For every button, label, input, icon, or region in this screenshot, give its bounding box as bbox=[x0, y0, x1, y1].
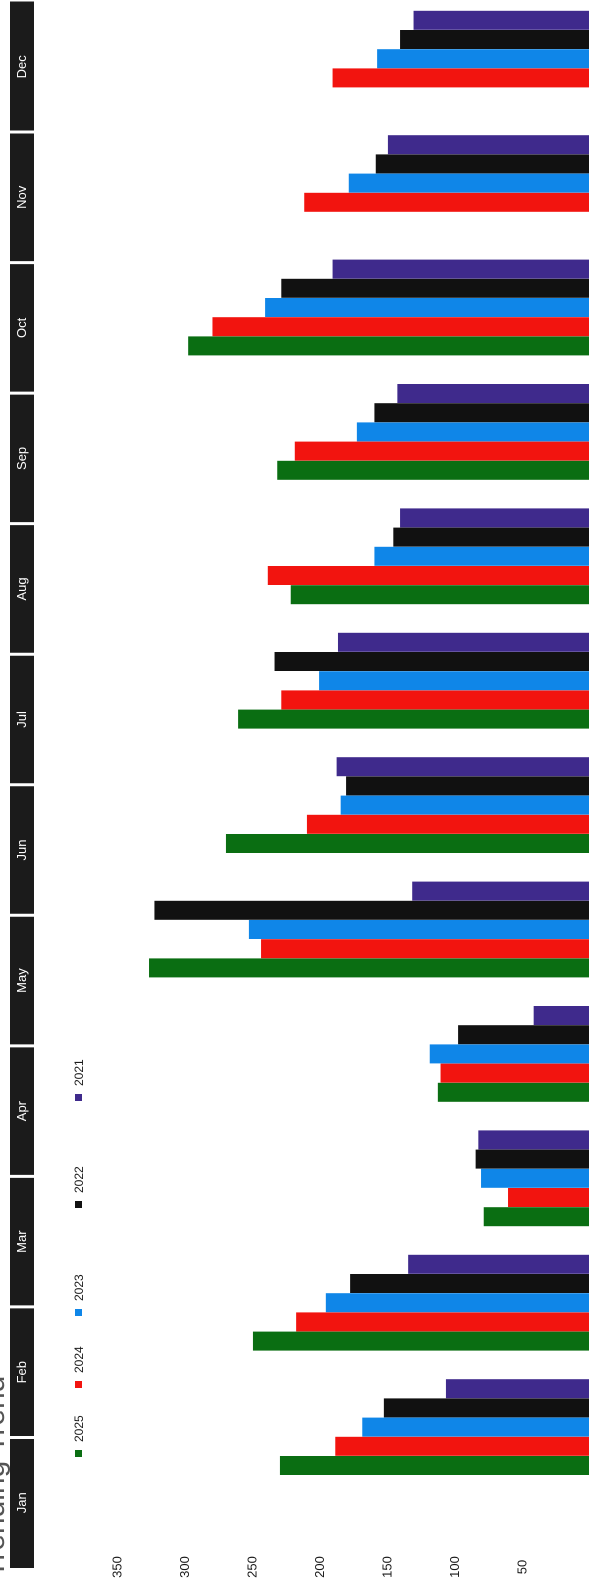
bar-sep-2021 bbox=[397, 384, 589, 403]
bar-mar-2021 bbox=[478, 1130, 589, 1150]
bar-nov-2023 bbox=[348, 173, 589, 193]
bar-apr-2024 bbox=[440, 1063, 589, 1083]
legend-item-2022: 2022 bbox=[72, 1166, 86, 1208]
bar-aug-2025 bbox=[290, 585, 589, 605]
legend-item-2024: 2024 bbox=[72, 1346, 86, 1388]
bar-may-2022 bbox=[154, 900, 589, 920]
month-header: Jan Feb Mar Apr May Jun Jul Aug Sep Oct Nov Dec bbox=[10, 1, 34, 1568]
value-tick-150: 150 bbox=[380, 1556, 395, 1578]
bar-aug-2023 bbox=[374, 546, 589, 566]
bar-feb-2024 bbox=[296, 1312, 589, 1332]
value-tick-100: 100 bbox=[447, 1556, 462, 1578]
month-label-jan: Jan bbox=[14, 1492, 29, 1513]
bar-feb-2023 bbox=[325, 1293, 589, 1313]
month-label-oct: Oct bbox=[14, 317, 29, 338]
bar-jun-2023 bbox=[340, 795, 589, 815]
bar-jul-2022 bbox=[274, 652, 589, 671]
bar-oct-2022 bbox=[281, 278, 589, 298]
bar-dec-2023 bbox=[377, 49, 589, 69]
bar-sep-2022 bbox=[374, 403, 589, 423]
month-label-may: May bbox=[14, 968, 29, 993]
bar-jun-2025 bbox=[225, 834, 590, 853]
bar-dec-2022 bbox=[400, 30, 589, 49]
legend-item-2023: 2023 bbox=[72, 1274, 86, 1316]
bar-oct-2023 bbox=[265, 298, 589, 317]
bar-jul-2021 bbox=[337, 632, 589, 652]
bar-feb-2025 bbox=[252, 1331, 590, 1351]
value-tick-250: 250 bbox=[245, 1556, 260, 1578]
legend-swatch-2025 bbox=[75, 1450, 82, 1457]
bar-may-2021 bbox=[412, 881, 589, 901]
month-label-mar: Mar bbox=[14, 1230, 29, 1253]
bar-sep-2024 bbox=[294, 441, 589, 461]
bar-may-2023 bbox=[248, 920, 589, 939]
month-label-jul: Jul bbox=[14, 711, 29, 728]
bar-mar-2024 bbox=[508, 1188, 589, 1207]
legend-item-2025: 2025 bbox=[72, 1415, 86, 1457]
legend-swatch-2024 bbox=[75, 1381, 82, 1388]
bar-oct-2024 bbox=[212, 317, 589, 337]
chart-title: Trending Trend bbox=[0, 1376, 11, 1578]
month-label-feb: Feb bbox=[14, 1361, 29, 1383]
legend-swatch-2022 bbox=[75, 1201, 82, 1208]
bar-jul-2024 bbox=[281, 690, 589, 710]
legend-swatch-2021 bbox=[75, 1094, 82, 1101]
legend-label-2024: 2024 bbox=[72, 1346, 86, 1373]
month-label-dec: Dec bbox=[14, 55, 29, 79]
legend-label-2023: 2023 bbox=[72, 1274, 86, 1301]
month-label-nov: Nov bbox=[14, 185, 29, 209]
bar-apr-2021 bbox=[533, 1006, 589, 1025]
bar-nov-2022 bbox=[375, 154, 589, 174]
month-label-jun: Jun bbox=[14, 840, 29, 861]
chart-title-group: Trending Trend bbox=[0, 1376, 11, 1578]
bar-apr-2022 bbox=[458, 1025, 589, 1045]
legend-label-2022: 2022 bbox=[72, 1166, 86, 1193]
bar-dec-2021 bbox=[413, 10, 589, 30]
legend-label-2021: 2021 bbox=[72, 1059, 86, 1086]
value-tick-350: 350 bbox=[110, 1556, 125, 1578]
bar-jul-2023 bbox=[319, 671, 589, 691]
bar-apr-2025 bbox=[437, 1082, 589, 1102]
bar-oct-2021 bbox=[332, 259, 589, 279]
bar-aug-2021 bbox=[400, 508, 589, 528]
legend-item-2021: 2021 bbox=[72, 1059, 86, 1101]
bar-mar-2022 bbox=[475, 1149, 589, 1169]
bar-feb-2021 bbox=[408, 1254, 589, 1274]
bar-feb-2022 bbox=[350, 1274, 589, 1293]
bars bbox=[149, 10, 590, 1475]
bar-nov-2024 bbox=[304, 192, 589, 212]
legend-label-2025: 2025 bbox=[72, 1415, 86, 1442]
bar-mar-2025 bbox=[483, 1207, 589, 1227]
bar-jan-2022 bbox=[383, 1398, 589, 1418]
bar-mar-2023 bbox=[481, 1168, 589, 1188]
bar-jan-2025 bbox=[279, 1456, 589, 1475]
legend: 2025 2024 2023 2022 2021 bbox=[72, 1059, 86, 1457]
value-tick-300: 300 bbox=[177, 1556, 192, 1578]
bar-jan-2023 bbox=[362, 1417, 589, 1437]
bar-aug-2022 bbox=[393, 527, 589, 547]
bar-sep-2023 bbox=[356, 422, 589, 442]
month-label-apr: Apr bbox=[14, 1100, 29, 1121]
bar-sep-2025 bbox=[277, 460, 589, 480]
month-label-sep: Sep bbox=[14, 447, 29, 470]
bar-dec-2024 bbox=[332, 68, 589, 88]
month-label-aug: Aug bbox=[14, 577, 29, 600]
value-axis-ticks: 50 100 150 200 250 300 350 bbox=[110, 1556, 530, 1578]
legend-swatch-2023 bbox=[75, 1309, 82, 1316]
bar-jun-2021 bbox=[336, 757, 589, 777]
bar-jun-2024 bbox=[306, 814, 589, 834]
bar-jan-2021 bbox=[445, 1379, 589, 1399]
bar-may-2024 bbox=[261, 939, 589, 959]
bar-apr-2023 bbox=[429, 1044, 589, 1064]
bar-aug-2024 bbox=[267, 566, 589, 585]
value-tick-200: 200 bbox=[312, 1556, 327, 1578]
bar-may-2025 bbox=[149, 958, 589, 978]
bar-jun-2022 bbox=[346, 776, 589, 796]
bar-jan-2024 bbox=[335, 1436, 589, 1456]
bar-oct-2025 bbox=[188, 336, 589, 356]
value-tick-50: 50 bbox=[515, 1560, 530, 1574]
bar-nov-2021 bbox=[387, 135, 589, 155]
bar-jul-2025 bbox=[238, 709, 589, 729]
